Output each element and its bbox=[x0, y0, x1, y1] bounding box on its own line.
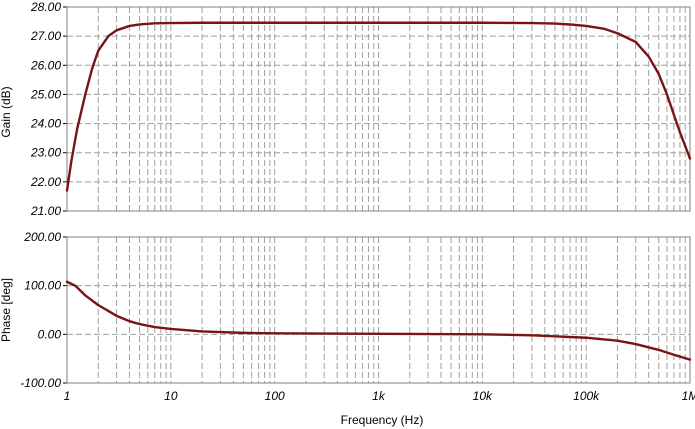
x-tick-label: 100 bbox=[265, 389, 285, 403]
y-tick-label: 25.00 bbox=[30, 87, 61, 101]
y-tick-label: 28.00 bbox=[30, 0, 61, 14]
y-tick-label: 26.00 bbox=[30, 58, 61, 72]
x-tick-label: 100k bbox=[573, 389, 600, 403]
y-tick-label: 200.00 bbox=[23, 230, 61, 244]
y-tick-label: 21.00 bbox=[30, 204, 61, 218]
gain-axis-label: Gain (dB) bbox=[0, 86, 13, 137]
x-tick-label: 1k bbox=[372, 389, 386, 403]
plot-frame bbox=[66, 236, 691, 384]
plot-frame bbox=[66, 6, 691, 212]
y-tick-label: 100.00 bbox=[24, 279, 61, 293]
y-tick-label: 24.00 bbox=[30, 117, 61, 131]
y-tick-label: 0.00 bbox=[38, 327, 62, 341]
gain-series-line bbox=[65, 21, 692, 192]
y-tick-label: -100.00 bbox=[20, 376, 61, 390]
phase-series-line bbox=[65, 280, 692, 361]
phase-axis-label: Phase [deg] bbox=[0, 278, 13, 342]
y-tick-label: 22.00 bbox=[30, 175, 61, 189]
x-tick-label: 1 bbox=[64, 389, 71, 403]
gain-panel: 21.00 22.00 23.00 24.00 25.00 26.00 27.00 28.00 bbox=[30, 0, 692, 218]
x-tick-label: 10 bbox=[164, 389, 178, 403]
y-tick-label: 23.00 bbox=[30, 146, 61, 160]
frequency-axis-label: Frequency (Hz) bbox=[341, 413, 424, 427]
x-tick-label: 1M bbox=[682, 389, 695, 403]
y-tick-label: 27.00 bbox=[30, 29, 61, 43]
x-tick-label: 10k bbox=[473, 389, 493, 403]
phase-panel: -100.00 0.00 100.00 200.00 1 10 100 1k 10k 100k 1M bbox=[20, 230, 695, 403]
